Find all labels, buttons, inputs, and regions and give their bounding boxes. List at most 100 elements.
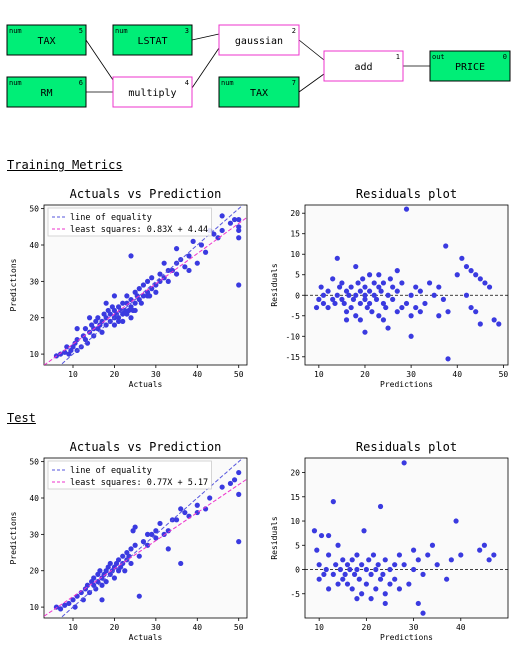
data-point	[392, 577, 397, 582]
data-point	[97, 568, 102, 573]
data-point	[191, 239, 196, 244]
data-point	[174, 517, 179, 522]
y-tick-label: 5	[295, 541, 300, 550]
data-point	[422, 301, 427, 306]
data-point	[416, 557, 421, 562]
data-point	[358, 317, 363, 322]
node-name-label: gaussian	[235, 36, 283, 47]
x-tick-label: 30	[151, 623, 161, 632]
graph-node-tax: num 5TAX	[7, 25, 86, 55]
data-point	[379, 289, 384, 294]
data-point	[358, 301, 363, 306]
data-point	[317, 562, 322, 567]
data-point	[149, 275, 154, 280]
train-residuals-chart: Residuals plot10 20 30 40 50-15-10-505101520…	[261, 183, 522, 403]
expression-graph: num 5 TAX num 3 LSTAT 2 gaussian num 6 RM 4 multiply…	[0, 0, 522, 120]
data-point	[347, 567, 352, 572]
data-point	[381, 317, 386, 322]
data-point	[145, 279, 150, 284]
y-tick-label: 50	[29, 458, 39, 467]
data-point	[402, 460, 407, 465]
node-name-label: LSTAT	[137, 36, 167, 47]
data-point	[354, 552, 359, 557]
y-tick-label: 50	[29, 205, 39, 214]
data-point	[332, 301, 337, 306]
data-point	[369, 309, 374, 314]
y-tick-label: 20	[29, 314, 39, 323]
training-metrics-title: Training Metrics	[7, 158, 123, 172]
data-point	[330, 276, 335, 281]
data-point	[319, 533, 324, 538]
data-point	[453, 518, 458, 523]
data-point	[420, 611, 425, 616]
data-point	[427, 280, 432, 285]
data-point	[367, 272, 372, 277]
data-point	[376, 313, 381, 318]
node-kind-label: num	[115, 27, 128, 35]
data-point	[342, 301, 347, 306]
data-point	[104, 301, 109, 306]
data-point	[477, 548, 482, 553]
data-point	[491, 552, 496, 557]
data-point	[409, 293, 414, 298]
y-tick-label: -10	[286, 332, 301, 341]
node-name-label: TAX	[250, 88, 268, 99]
data-point	[418, 289, 423, 294]
node-index-label: 0	[503, 53, 507, 61]
graph-node-lstat: num 3 LSTAT	[113, 25, 192, 55]
data-point	[397, 552, 402, 557]
data-point	[492, 317, 497, 322]
data-point	[331, 572, 336, 577]
graph-node-rm: num 6RM	[7, 77, 86, 107]
data-point	[366, 557, 371, 562]
data-point	[387, 567, 392, 572]
graph-node-price: out 0PRICE	[430, 51, 510, 81]
data-point	[220, 213, 225, 218]
data-point	[392, 562, 397, 567]
node-index-label: 4	[185, 79, 189, 87]
data-point	[335, 581, 340, 586]
y-axis-label: Predictions	[9, 511, 18, 564]
x-tick-label: 20	[360, 370, 370, 379]
y-tick-label: 40	[29, 241, 39, 250]
data-point	[432, 293, 437, 298]
data-point	[321, 293, 326, 298]
data-point	[236, 228, 241, 233]
data-point	[404, 301, 409, 306]
chart-title: Actuals vs Prediction	[70, 187, 222, 201]
data-point	[112, 575, 117, 580]
data-point	[182, 264, 187, 269]
y-tick-label: -5	[290, 312, 300, 321]
node-name-label: add	[354, 62, 372, 73]
data-point	[66, 601, 71, 606]
data-point	[443, 243, 448, 248]
data-point	[445, 356, 450, 361]
data-point	[409, 313, 414, 318]
edge-lstat-gaussian	[192, 34, 219, 40]
data-point	[395, 289, 400, 294]
data-point	[182, 510, 187, 515]
y-tick-label: 10	[29, 603, 39, 612]
chart-legend: line of equalityleast squares: 0.77X + 5…	[48, 461, 211, 489]
data-point	[346, 293, 351, 298]
data-point	[383, 557, 388, 562]
data-point	[359, 562, 364, 567]
data-point	[390, 297, 395, 302]
data-point	[349, 305, 354, 310]
data-point	[444, 577, 449, 582]
data-point	[411, 548, 416, 553]
data-point	[409, 334, 414, 339]
data-point	[112, 322, 117, 327]
data-point	[344, 309, 349, 314]
data-point	[468, 305, 473, 310]
data-point	[339, 280, 344, 285]
data-point	[128, 297, 133, 302]
data-point	[344, 317, 349, 322]
data-point	[473, 272, 478, 277]
data-point	[441, 297, 446, 302]
plot-area	[305, 458, 508, 618]
y-axis-label: Predictions	[9, 258, 18, 311]
test-residuals-chart: Residuals plot10 20 30 40-505101520Predicti…	[261, 436, 522, 656]
data-point	[137, 594, 142, 599]
data-point	[368, 596, 373, 601]
